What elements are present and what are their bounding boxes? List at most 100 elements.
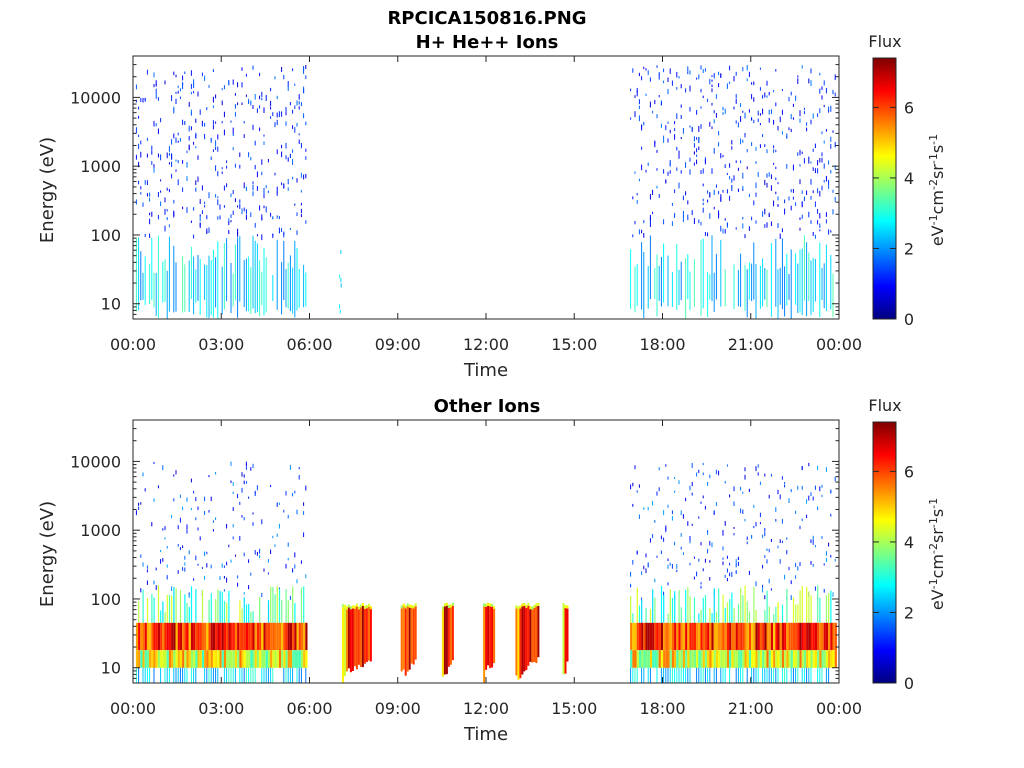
flux-cell [821, 185, 823, 191]
flux-cell [667, 622, 670, 651]
flux-cell [687, 587, 689, 623]
flux-cell [830, 230, 832, 233]
flux-cell [252, 184, 254, 191]
flux-cell [834, 92, 836, 97]
flux-cell [654, 141, 656, 148]
flux-cell [175, 159, 177, 162]
flux-cell [162, 528, 164, 531]
flux-cell [792, 117, 794, 120]
flux-cell [711, 79, 713, 82]
flux-cell [177, 667, 179, 683]
flux-cell [832, 89, 834, 95]
flux-cell [256, 485, 258, 491]
flux-cell [186, 667, 188, 683]
flux-cell [654, 519, 656, 523]
flux-cell [788, 622, 791, 651]
flux-cell [742, 216, 744, 220]
flux-cell [667, 77, 669, 82]
flux-cell [232, 210, 234, 215]
flux-cell [634, 650, 637, 668]
flux-cell [729, 176, 731, 180]
flux-cell [285, 491, 287, 496]
flux-cell [790, 91, 792, 96]
flux-cell [179, 622, 183, 651]
flux-cell [691, 622, 694, 651]
flux-cell [195, 187, 197, 190]
flux-cell [263, 622, 266, 651]
flux-cell [190, 650, 194, 668]
flux-cell [698, 219, 700, 224]
y-tick-label: 10 [101, 295, 121, 314]
flux-cell [678, 480, 680, 485]
flux-cell [762, 534, 764, 539]
flux-cell [682, 514, 684, 519]
flux-cell [232, 190, 234, 195]
flux-cell [208, 192, 210, 199]
flux-cell [676, 569, 678, 573]
flux-cell [243, 260, 245, 308]
flux-cell [696, 622, 699, 651]
flux-cell [296, 123, 298, 127]
flux-cell [700, 609, 702, 623]
panel-bottom-title: Other Ions [434, 396, 541, 417]
flux-cell [285, 650, 288, 668]
flux-cell [746, 541, 748, 545]
flux-cell [164, 197, 166, 203]
flux-cell [713, 588, 715, 623]
flux-cell [700, 585, 702, 589]
flux-cell [680, 137, 682, 140]
flux-cell [781, 650, 785, 668]
flux-cell [784, 650, 787, 668]
flux-cell [215, 194, 217, 198]
x-tick-label: 03:00 [198, 335, 244, 354]
flux-cell [365, 608, 368, 662]
flux-cell [742, 223, 744, 229]
flux-cell [221, 88, 223, 91]
flux-cell [797, 78, 799, 84]
flux-cell [272, 217, 274, 219]
flux-cell [693, 143, 695, 148]
flux-cell [206, 563, 208, 568]
flux-cell [693, 162, 695, 166]
x-tick-label: 18:00 [639, 335, 685, 354]
flux-cell [630, 596, 632, 623]
flux-cell [177, 140, 179, 143]
flux-cell [493, 605, 496, 609]
flux-cell [138, 106, 140, 110]
flux-cell [201, 589, 204, 623]
flux-cell [278, 502, 280, 505]
flux-cell [748, 193, 750, 197]
flux-cell [217, 216, 219, 220]
flux-cell [190, 586, 193, 623]
flux-cell [157, 235, 159, 319]
flux-cell [562, 603, 565, 607]
flux-cell [256, 622, 260, 651]
flux-cell [674, 650, 677, 668]
flux-cell [698, 137, 700, 143]
flux-cell [828, 622, 831, 651]
flux-cell [445, 605, 448, 675]
flux-cell [171, 622, 174, 651]
flux-cell [445, 602, 448, 606]
flux-cell [654, 650, 657, 668]
flux-cell [643, 251, 645, 319]
flux-cell [535, 606, 538, 664]
flux-cell [234, 667, 236, 683]
flux-cell [773, 162, 775, 165]
flux-cell [691, 210, 693, 216]
flux-cell [298, 467, 300, 470]
flux-cell [702, 568, 704, 572]
flux-cell [219, 622, 222, 651]
flux-cell [173, 133, 175, 139]
flux-cell [828, 185, 830, 189]
flux-cell [634, 221, 636, 225]
flux-cell [305, 667, 307, 683]
flux-cell [287, 157, 289, 162]
flux-cell [713, 73, 715, 79]
flux-cell [303, 88, 305, 93]
flux-cell [678, 667, 680, 683]
flux-cell [753, 200, 755, 206]
flux-cell [300, 650, 304, 668]
flux-cell [487, 606, 490, 666]
flux-cell [296, 248, 298, 311]
